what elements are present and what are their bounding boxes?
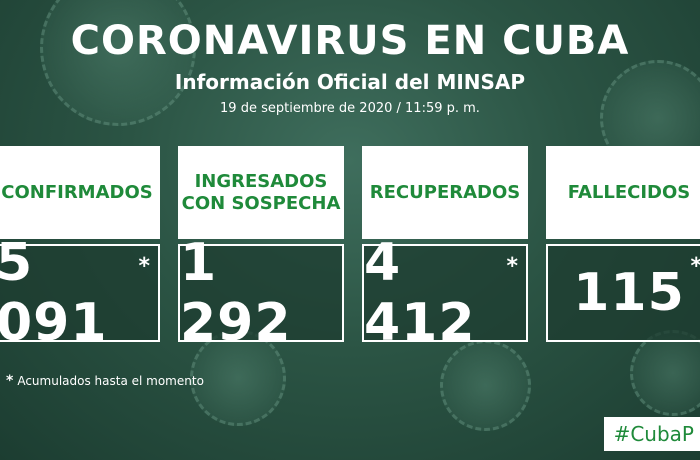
asterisk-mark: * xyxy=(506,254,518,279)
card-label: CONFIRMADOS xyxy=(1,181,153,203)
card-label: FALLECIDOS xyxy=(567,181,691,203)
virus-decoration-icon xyxy=(40,0,196,126)
card-value: 5 091 xyxy=(0,233,108,353)
page-title: CORONAVIRUS EN CUBA xyxy=(70,18,630,64)
card-ingresados: INGRESADOS CON SOSPECHA 1 292 xyxy=(178,146,344,353)
card-confirmados: CONFIRMADOS 5 091 * xyxy=(0,146,160,353)
card-body: 4 412 * xyxy=(362,233,528,353)
card-value: 4 412 xyxy=(364,233,476,353)
card-value: 1 292 xyxy=(180,233,292,353)
footnote-text: Acumulados hasta el momento xyxy=(17,374,204,388)
card-recuperados: RECUPERADOS 4 412 * xyxy=(362,146,528,353)
virus-decoration-icon xyxy=(630,330,700,416)
virus-decoration-icon xyxy=(440,340,531,431)
card-body: 5 091 * xyxy=(0,233,160,353)
card-label-line1: INGRESADOS xyxy=(194,170,328,192)
card-header: RECUPERADOS xyxy=(362,146,528,239)
page-subtitle: Información Oficial del MINSAP xyxy=(174,70,526,94)
footnote: * Acumulados hasta el momento xyxy=(6,373,204,389)
card-header: FALLECIDOS xyxy=(546,146,700,239)
asterisk-mark: * xyxy=(138,254,150,279)
card-label-line2: CON SOSPECHA xyxy=(181,192,341,214)
card-header: INGRESADOS CON SOSPECHA xyxy=(178,146,344,239)
card-label: RECUPERADOS xyxy=(369,181,521,203)
card-fallecidos: FALLECIDOS 115 * xyxy=(546,146,700,342)
card-body: 115 * xyxy=(546,244,700,342)
footnote-asterisk: * xyxy=(6,373,14,389)
hashtag-badge: #CubaP xyxy=(603,417,700,451)
card-body: 1 292 xyxy=(178,233,344,353)
report-date: 19 de septiembre de 2020 / 11:59 p. m. xyxy=(220,101,480,116)
card-value: 115 xyxy=(573,263,685,323)
card-label: INGRESADOS CON SOSPECHA xyxy=(182,171,341,215)
card-header: CONFIRMADOS xyxy=(0,146,160,239)
asterisk-mark: * xyxy=(690,254,700,279)
